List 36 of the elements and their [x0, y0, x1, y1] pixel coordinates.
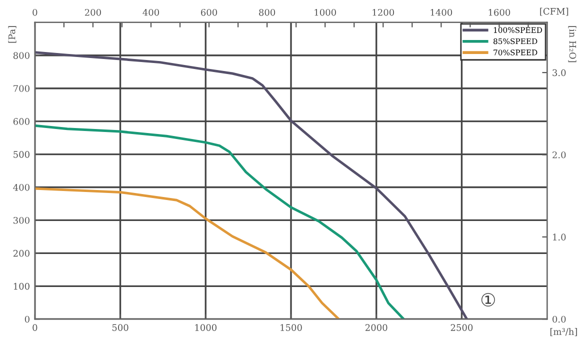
line-series [34, 187, 340, 320]
x2-tick-label: 1400 [430, 8, 452, 16]
y-tick-label: 600 [13, 118, 30, 125]
line-series [34, 124, 405, 320]
x2-tick-label: 600 [201, 8, 218, 16]
y2-axis-title: [in H₂O] [568, 26, 576, 62]
y-tick-label: 700 [14, 85, 30, 92]
y-tick-label: 800 [13, 52, 30, 59]
x2-axis-title: [CFM] [540, 8, 568, 16]
line-series [34, 51, 468, 320]
y-tick-label: 200 [13, 250, 30, 257]
x-tick-label: 2000 [365, 324, 388, 331]
x2-tick-label: 0 [32, 8, 38, 16]
x2-tick-label: 1000 [314, 8, 336, 16]
x-tick-label: 500 [112, 324, 128, 331]
x-tick-label: 1500 [280, 324, 302, 331]
x-tick-label: 1000 [195, 324, 217, 331]
x-tick-label: 0 [32, 324, 38, 331]
x2-tick-label: 800 [259, 8, 276, 16]
y2-tick-label: 0.0 [552, 316, 566, 323]
y-tick-label: 300 [14, 216, 30, 224]
x2-tick-label: 400 [142, 8, 160, 16]
y-tick-label: 0 [24, 316, 30, 323]
y2-tick-label: 1.0 [553, 234, 566, 240]
x-tick-label: 2500 [450, 324, 473, 331]
y-tick-label: 100 [14, 282, 30, 290]
x-axis-title: [m³/h] [550, 328, 577, 336]
y-tick-label: 400 [13, 184, 30, 191]
y2-tick-label: 2.0 [552, 151, 566, 158]
x2-tick-label: 200 [84, 8, 101, 16]
x2-tick-label: 1200 [372, 8, 394, 16]
y-axis-title: [Pa] [8, 26, 16, 43]
y2-tick-label: 3.0 [552, 69, 566, 76]
annotation: ① [481, 292, 495, 306]
y-tick-label: 500 [14, 151, 30, 158]
x2-tick-label: 1600 [488, 8, 510, 16]
